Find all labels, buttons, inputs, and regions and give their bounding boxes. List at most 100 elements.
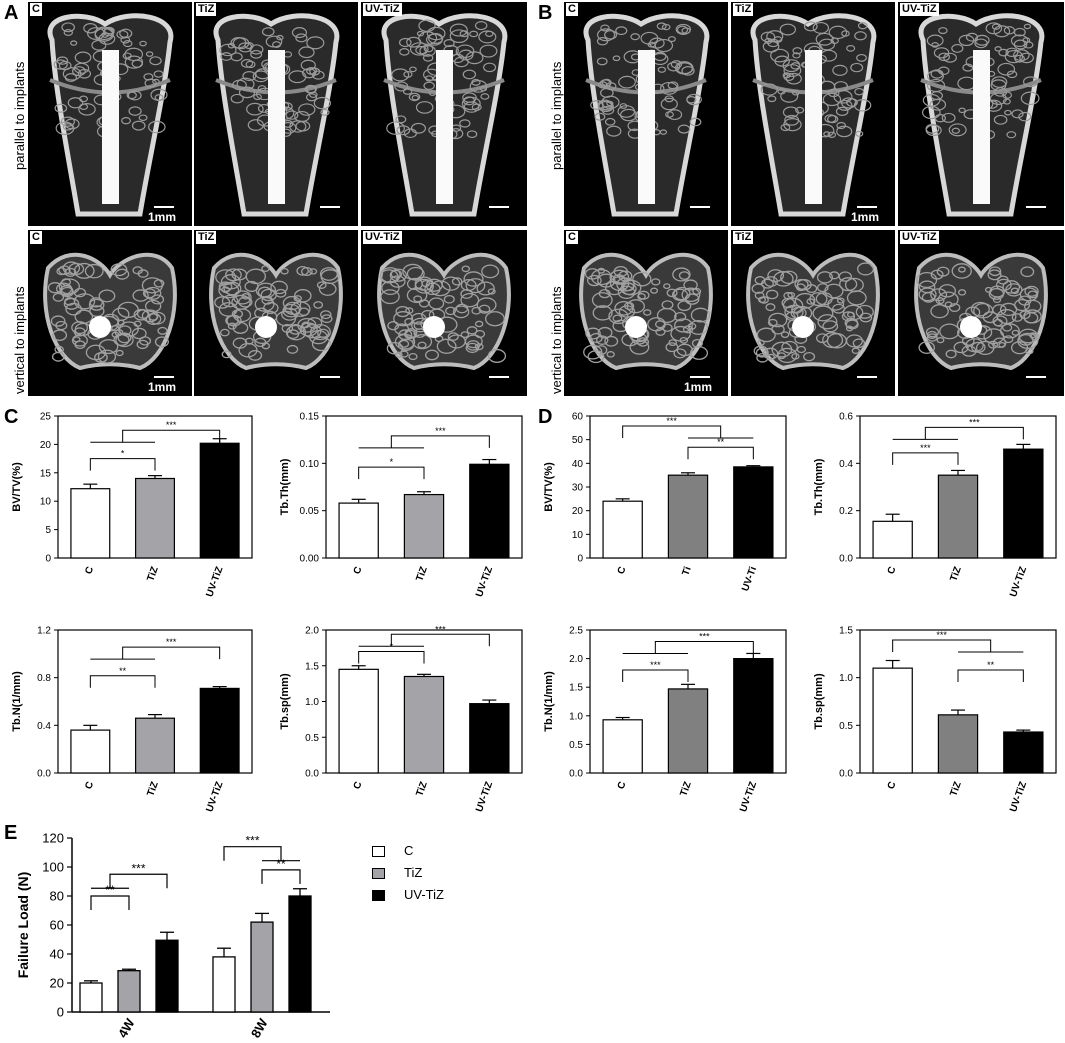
significance-bracket	[90, 895, 130, 910]
y-tick-label: 1.2	[37, 626, 51, 637]
scale-bar	[857, 376, 877, 378]
micro-ct-image-a-parallel-2: UV-TiZ	[361, 2, 527, 226]
significance-label: **	[276, 857, 286, 871]
bar-0-1	[117, 970, 141, 1013]
micro-ct-image-b-vertical-2: UV-TiZ	[898, 230, 1064, 396]
significance-label: **	[717, 437, 725, 447]
x-tick-label: TiZ	[145, 565, 160, 583]
significance-label: ***	[666, 416, 677, 426]
bar-2	[469, 703, 510, 774]
significance-bracket	[924, 426, 1024, 440]
legend-swatch-c	[372, 846, 385, 857]
group-tag: UV-TiZ	[363, 3, 402, 16]
bar-2	[733, 466, 774, 559]
bone-scan-drawing	[377, 252, 511, 371]
significance-bracket	[122, 429, 221, 443]
y-tick-label: 0.8	[37, 673, 51, 684]
x-tick-label: TiZ	[948, 565, 963, 583]
y-tick-label: 100	[42, 860, 64, 875]
y-tick-label: 60	[572, 412, 584, 423]
x-tick-label: TiZ	[414, 565, 429, 583]
bar-1	[403, 493, 445, 559]
x-tick-label: C	[352, 565, 365, 576]
bar-1	[937, 714, 979, 774]
y-tick-label: 0.00	[300, 554, 320, 565]
significance-bracket	[358, 650, 425, 664]
micro-ct-image-a-vertical-0: C 1mm	[28, 230, 192, 396]
scale-bar	[857, 206, 877, 208]
x-tick-label: UV-TiZ	[474, 565, 495, 598]
significance-label: *	[390, 457, 394, 467]
group-tag: C	[566, 3, 578, 16]
significance-bracket	[622, 669, 689, 683]
bar-1-1	[250, 921, 274, 1013]
bone-scan-drawing	[381, 13, 508, 217]
y-axis-label: Tb.Th(mm)	[813, 458, 825, 515]
micro-ct-image-a-vertical-2: UV-TiZ	[361, 230, 527, 396]
y-axis-label: BV/TV(%)	[11, 462, 23, 512]
y-tick-label: 0.0	[37, 769, 51, 780]
group-tag: C	[30, 231, 42, 244]
scale-bar	[1026, 376, 1046, 378]
y-tick-label: 40	[572, 459, 584, 470]
scale-bar	[320, 376, 340, 378]
significance-bracket	[654, 640, 754, 654]
significance-bracket	[622, 425, 722, 438]
row-label-vertical-a: vertical to implants	[12, 286, 27, 394]
bar-0	[338, 668, 379, 774]
chart-c3: 0.00.40.81.2Tb.N(1/mm)C TiZ UV-TiZ*****	[11, 626, 253, 814]
significance-label: ***	[969, 417, 980, 427]
bar-1	[403, 675, 445, 774]
micro-ct-image-a-parallel-1: TiZ	[194, 2, 358, 226]
y-tick-label: 0.0	[569, 769, 583, 780]
y-tick-label: 20	[40, 440, 52, 451]
y-tick-label: 0.0	[305, 769, 319, 780]
significance-label: ***	[650, 660, 661, 670]
significance-bracket	[89, 458, 156, 471]
significance-bracket	[892, 452, 959, 465]
y-tick-label: 20	[572, 506, 584, 517]
bar-0	[338, 502, 379, 559]
scale-bar	[1026, 206, 1046, 208]
x-tick-label: TiZ	[678, 780, 693, 798]
bone-scan-drawing	[47, 13, 174, 217]
significance-bracket	[109, 873, 168, 889]
legend-swatch-tiz	[372, 868, 385, 879]
legend-item-tiz: TiZ	[372, 864, 482, 886]
y-axis-label: Tb.N(1/mm)	[543, 671, 555, 732]
group-tag: TiZ	[196, 231, 217, 244]
y-tick-label: 1.0	[569, 711, 583, 722]
bar-0	[872, 520, 913, 559]
legend-label-tiz: TiZ	[404, 865, 423, 880]
y-tick-label: 0.5	[569, 740, 583, 751]
scale-label: 1mm	[148, 380, 177, 394]
bar-1-2	[288, 895, 312, 1013]
group-tag: C	[30, 3, 42, 16]
x-tick-label: TiZ	[414, 780, 429, 798]
bone-scan-drawing	[918, 13, 1045, 217]
x-tick-label: UV-Ti	[740, 565, 759, 593]
y-tick-label: 2.0	[305, 626, 319, 637]
significance-label: **	[987, 660, 995, 670]
y-tick-label: 0	[577, 554, 583, 565]
x-tick-label: C	[616, 565, 629, 576]
significance-bracket	[957, 669, 1024, 683]
x-tick-label: C	[886, 780, 899, 791]
micro-ct-image-b-vertical-0: C 1mm	[564, 230, 728, 396]
y-tick-label: 1.0	[839, 673, 853, 684]
group-tag: UV-TiZ	[363, 231, 402, 244]
significance-bracket	[89, 675, 156, 688]
significance-bracket	[892, 639, 992, 653]
y-tick-label: 80	[50, 889, 64, 904]
legend-item-uv-tiz: UV-TiZ	[372, 886, 482, 908]
y-axis-label: BV/TV(%)	[543, 462, 555, 512]
y-tick-label: 0.15	[300, 412, 320, 423]
bone-scan-drawing	[213, 13, 340, 217]
x-tick-label: UV-TiZ	[1008, 780, 1029, 813]
y-tick-label: 0.05	[300, 506, 320, 517]
significance-label: ***	[166, 637, 177, 647]
x-tick-label: UV-TiZ	[204, 780, 225, 813]
y-tick-label: 1.0	[305, 697, 319, 708]
panel-letter-e: E	[4, 822, 18, 844]
